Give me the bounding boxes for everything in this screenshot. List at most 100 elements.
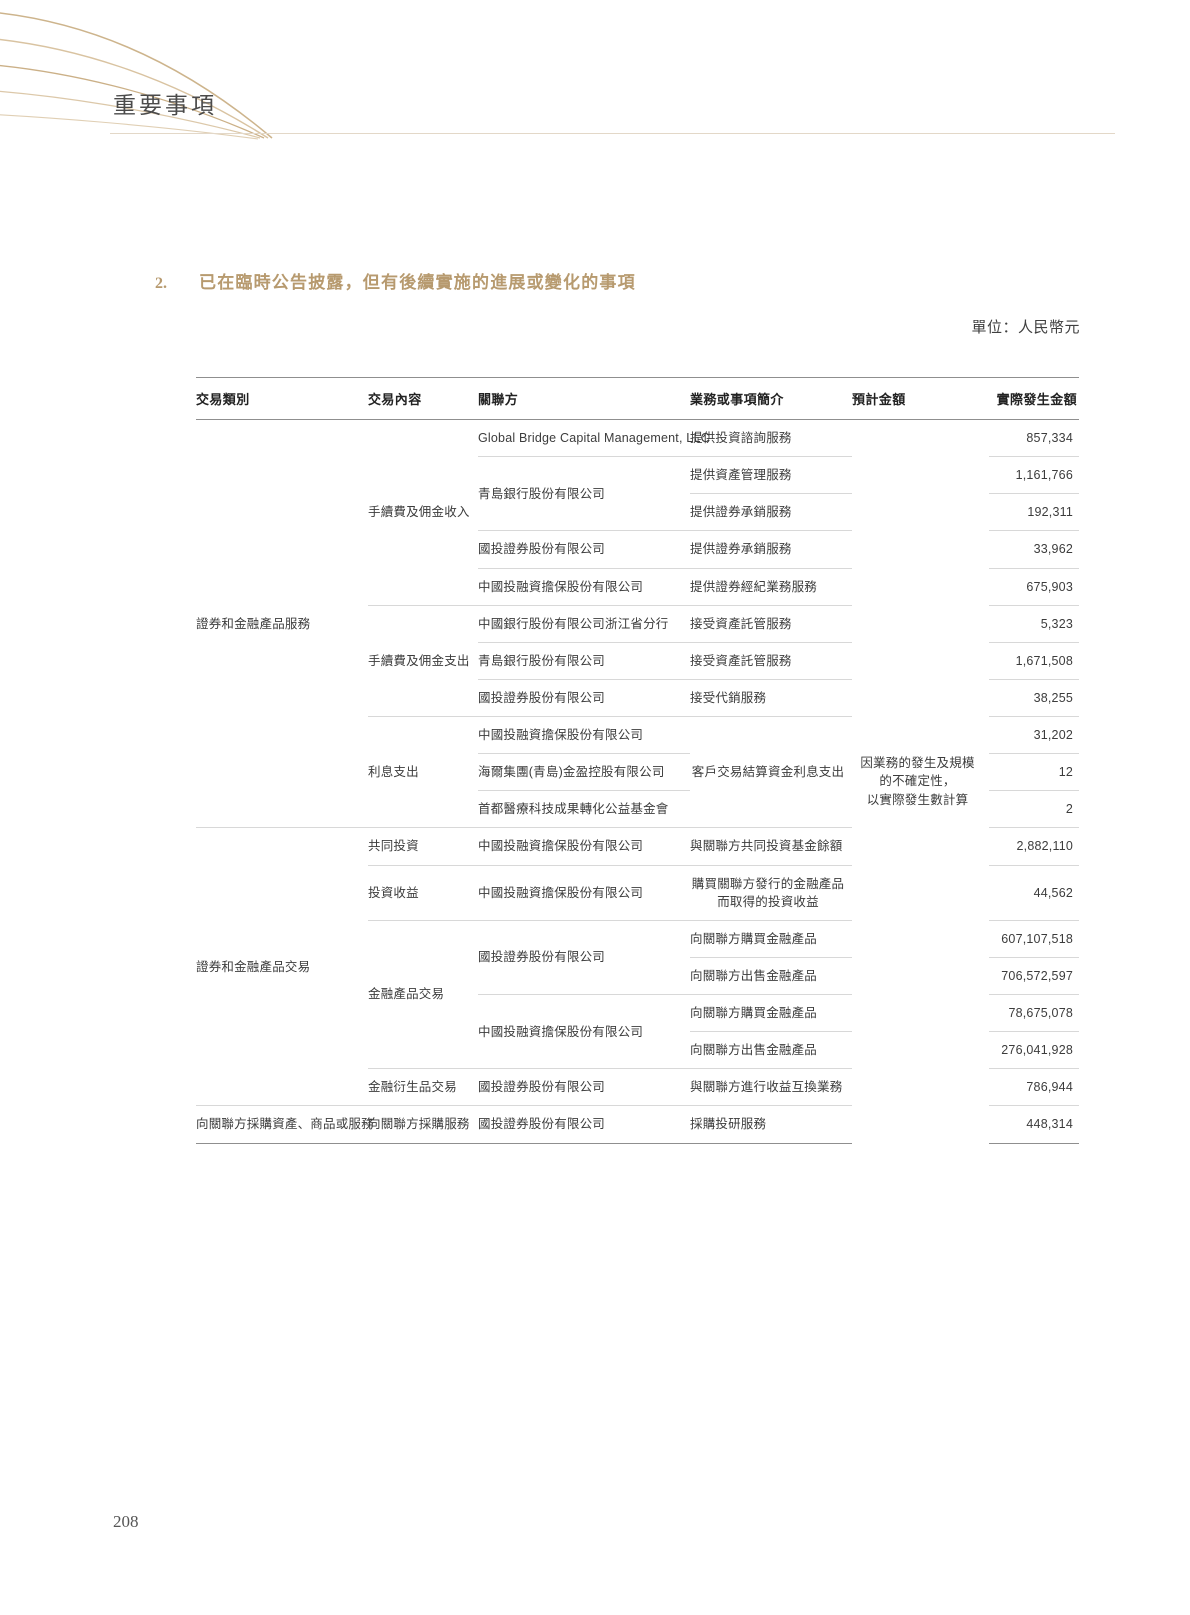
cell-related-party: 國投證券股份有限公司 bbox=[478, 679, 690, 718]
table-row: 國投證券股份有限公司 提供證券承銷服務 33,962 bbox=[196, 530, 1079, 569]
table-row: 海爾集團(青島)金盈控股有限公司 12 bbox=[196, 753, 1079, 792]
cell-business-brief: 接受代銷服務 bbox=[690, 679, 852, 718]
header-divider bbox=[110, 133, 1115, 134]
cell-transaction-content: 利息支出 bbox=[368, 716, 478, 829]
cell-business-brief: 購買關聯方發行的金融產品 而取得的投資收益 bbox=[690, 865, 852, 921]
cell-business-brief: 向關聯方出售金融產品 bbox=[690, 957, 852, 996]
cell-transaction-content: 金融產品交易 bbox=[368, 920, 478, 1070]
cell-business-brief: 提供投資諮詢服務 bbox=[690, 419, 852, 458]
page-header: 重要事項 bbox=[0, 0, 1190, 140]
cell-related-party: 國投證券股份有限公司 bbox=[478, 530, 690, 569]
cell-actual-amount: 857,334 bbox=[989, 419, 1079, 458]
table-row: 手續費及佣金支出 中國銀行股份有限公司浙江省分行 接受資產託管服務 5,323 bbox=[196, 605, 1079, 718]
cell-related-party: 中國投融資擔保股份有限公司 bbox=[478, 716, 690, 755]
table-header-row: 交易類別 交易內容 關聯方 業務或事項簡介 預計金額 實際發生金額 bbox=[196, 377, 1079, 420]
cell-actual-amount: 44,562 bbox=[989, 865, 1079, 921]
cell-related-party: 青島銀行股份有限公司 bbox=[478, 456, 690, 532]
cell-actual-amount: 31,202 bbox=[989, 716, 1079, 755]
cell-business-brief: 提供證券承銷服務 bbox=[690, 493, 852, 532]
cell-actual-amount: 1,671,508 bbox=[989, 642, 1079, 680]
cell-actual-amount: 2 bbox=[989, 790, 1079, 829]
cell-related-party: 中國銀行股份有限公司浙江省分行 bbox=[478, 605, 690, 643]
cell-actual-amount: 675,903 bbox=[989, 568, 1079, 606]
section-number: 2. bbox=[155, 275, 167, 292]
cell-transaction-category: 向關聯方採購資產、商品或服務 bbox=[196, 1105, 374, 1144]
cell-related-party: 國投證券股份有限公司 bbox=[478, 1068, 690, 1107]
cell-actual-amount: 5,323 bbox=[989, 605, 1079, 643]
cell-related-party: 青島銀行股份有限公司 bbox=[478, 642, 690, 680]
section-heading: 2. 已在臨時公告披露，但有後續實施的進展或變化的事項 bbox=[155, 268, 636, 293]
cell-transaction-content: 手續費及佣金支出 bbox=[368, 605, 478, 718]
column-header-brief: 業務或事項簡介 bbox=[690, 377, 852, 420]
table-row: 金融衍生品交易 國投證券股份有限公司 與關聯方進行收益互換業務 786,944 bbox=[196, 1068, 1079, 1107]
cell-business-brief: 向關聯方購買金融產品 bbox=[690, 994, 852, 1033]
cell-actual-amount: 276,041,928 bbox=[989, 1031, 1079, 1070]
cell-actual-amount: 2,882,110 bbox=[989, 827, 1079, 866]
cell-related-party: 中國投融資擔保股份有限公司 bbox=[478, 568, 690, 606]
related-party-transactions-table: 交易類別 交易內容 關聯方 業務或事項簡介 預計金額 實際發生金額 證券和金融產… bbox=[196, 377, 1079, 1144]
cell-related-party: 國投證券股份有限公司 bbox=[478, 1105, 690, 1144]
column-header-actual: 實際發生金額 bbox=[989, 377, 1079, 420]
column-header-estimate: 預計金額 bbox=[852, 377, 989, 420]
table-row: 向關聯方採購資產、商品或服務 向關聯方採購服務 國投證券股份有限公司 採購投研服務 44… bbox=[196, 1105, 1079, 1144]
page-title: 重要事項 bbox=[113, 93, 217, 118]
column-header-party: 關聯方 bbox=[478, 377, 690, 420]
table-row: 青島銀行股份有限公司 接受資產託管服務 1,671,508 bbox=[196, 642, 1079, 680]
cell-actual-amount: 12 bbox=[989, 753, 1079, 792]
cell-related-party: 海爾集團(青島)金盈控股有限公司 bbox=[478, 753, 690, 792]
cell-related-party: 首都醫療科技成果轉化公益基金會 bbox=[478, 790, 690, 829]
cell-actual-amount: 706,572,597 bbox=[989, 957, 1079, 996]
table-row: 向關聯方出售金融產品 276,041,928 bbox=[196, 1031, 1079, 1070]
section-heading-text: 已在臨時公告披露，但有後續實施的進展或變化的事項 bbox=[199, 273, 636, 292]
table-row: 投資收益 中國投融資擔保股份有限公司 購買關聯方發行的金融產品 而取得的投資收益 44,… bbox=[196, 865, 1079, 921]
cell-transaction-content: 手續費及佣金收入 bbox=[368, 419, 478, 606]
cell-estimated-amount-note: 因業務的發生及規模 的不確定性， 以實際發生數計算 bbox=[860, 756, 975, 807]
table-row: 首都醫療科技成果轉化公益基金會 2 bbox=[196, 790, 1079, 829]
unit-note: 單位：人民幣元 bbox=[971, 319, 1080, 336]
cell-business-brief: 與關聯方共同投資基金餘額 bbox=[690, 827, 852, 866]
cell-actual-amount: 607,107,518 bbox=[989, 920, 1079, 958]
cell-transaction-content: 共同投資 bbox=[368, 827, 478, 866]
cell-business-brief: 接受資產託管服務 bbox=[690, 642, 852, 680]
cell-business-brief: 向關聯方購買金融產品 bbox=[690, 920, 852, 958]
table-row: 青島銀行股份有限公司 提供資產管理服務 1,161,766 bbox=[196, 456, 1079, 532]
cell-related-party: Global Bridge Capital Management, LLC bbox=[478, 419, 710, 458]
table-row: 向關聯方出售金融產品 706,572,597 bbox=[196, 957, 1079, 996]
column-header-content: 交易內容 bbox=[368, 377, 478, 420]
cell-transaction-content: 金融衍生品交易 bbox=[368, 1068, 478, 1107]
cell-actual-amount: 33,962 bbox=[989, 530, 1079, 569]
table-row: 利息支出 中國投融資擔保股份有限公司 客戶交易結算資金利息支出 31,202 bbox=[196, 716, 1079, 829]
table-row: 中國投融資擔保股份有限公司 提供證券經紀業務服務 675,903 bbox=[196, 568, 1079, 606]
cell-transaction-content: 投資收益 bbox=[368, 865, 478, 921]
page-number: 208 bbox=[113, 1512, 139, 1531]
cell-business-brief: 提供證券承銷服務 bbox=[690, 530, 852, 569]
cell-transaction-category: 證券和金融產品交易 bbox=[196, 827, 368, 1107]
cell-business-brief: 與關聯方進行收益互換業務 bbox=[690, 1068, 852, 1107]
cell-related-party: 國投證券股份有限公司 bbox=[478, 920, 690, 996]
cell-business-brief: 採購投研服務 bbox=[690, 1105, 852, 1144]
cell-transaction-content: 向關聯方採購服務 bbox=[368, 1105, 478, 1144]
cell-related-party: 中國投融資擔保股份有限公司 bbox=[478, 865, 690, 921]
table-row: 金融產品交易 國投證券股份有限公司 向關聯方購買金融產品 607,107,518 bbox=[196, 920, 1079, 1070]
cell-actual-amount: 38,255 bbox=[989, 679, 1079, 718]
cell-actual-amount: 448,314 bbox=[989, 1105, 1079, 1144]
column-header-category: 交易類別 bbox=[196, 377, 368, 420]
cell-actual-amount: 1,161,766 bbox=[989, 456, 1079, 495]
cell-actual-amount: 786,944 bbox=[989, 1068, 1079, 1107]
cell-business-brief: 提供證券經紀業務服務 bbox=[690, 568, 852, 606]
table-row: 提供證券承銷服務 192,311 bbox=[196, 493, 1079, 532]
cell-business-brief: 提供資產管理服務 bbox=[690, 456, 852, 495]
cell-actual-amount: 192,311 bbox=[989, 493, 1079, 532]
table-row: 證券和金融產品服務 手續費及佣金收入 Global Bridge Capital M… bbox=[196, 419, 1079, 829]
cell-transaction-category: 證券和金融產品服務 bbox=[196, 419, 368, 829]
table-body: 證券和金融產品服務 手續費及佣金收入 Global Bridge Capital M… bbox=[196, 419, 1079, 1144]
cell-actual-amount: 78,675,078 bbox=[989, 994, 1079, 1033]
cell-business-brief: 向關聯方出售金融產品 bbox=[690, 1031, 852, 1070]
table-row: 證券和金融產品交易 共同投資 中國投融資擔保股份有限公司 與關聯方共同投資基金餘額 2,… bbox=[196, 827, 1079, 1107]
cell-related-party: 中國投融資擔保股份有限公司 bbox=[478, 994, 690, 1070]
cell-business-brief: 客戶交易結算資金利息支出 bbox=[690, 716, 852, 829]
cell-business-brief: 接受資產託管服務 bbox=[690, 605, 852, 643]
cell-related-party: 中國投融資擔保股份有限公司 bbox=[478, 827, 690, 866]
table-row: 中國投融資擔保股份有限公司 向關聯方購買金融產品 78,675,078 bbox=[196, 994, 1079, 1070]
table-row: 國投證券股份有限公司 接受代銷服務 38,255 bbox=[196, 679, 1079, 718]
